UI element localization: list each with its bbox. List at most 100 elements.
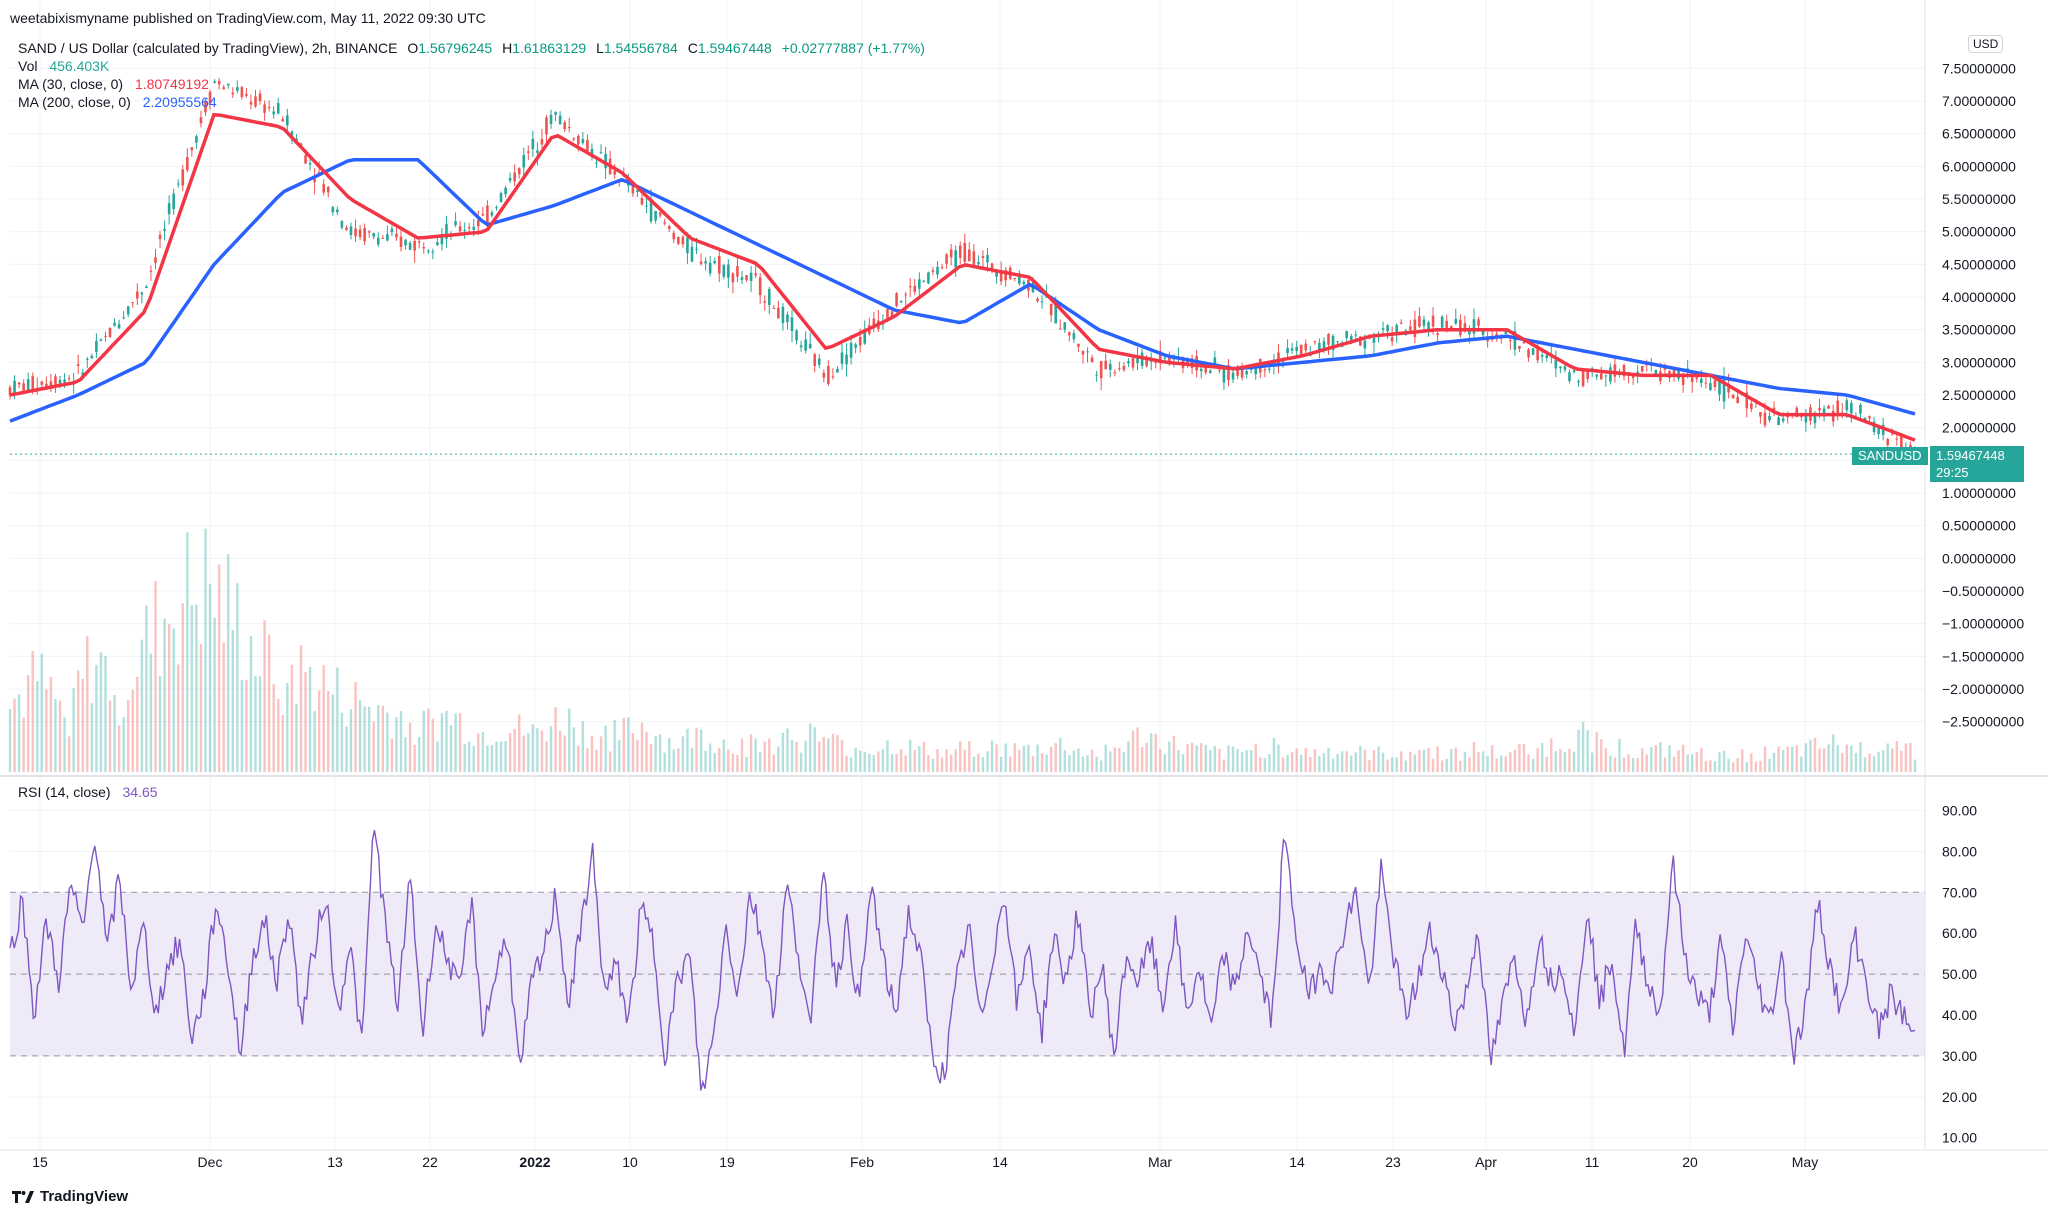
volume-bar — [204, 528, 207, 772]
volume-bar — [772, 754, 776, 772]
candle-body — [349, 226, 353, 235]
price-tick-label: −1.00000000 — [1942, 616, 2024, 632]
volume-bar — [818, 741, 821, 772]
candle-body — [1072, 333, 1076, 340]
volume-bar — [1877, 751, 1880, 772]
volume-bar — [1777, 746, 1780, 772]
candle-body — [845, 354, 848, 365]
volume-bar — [918, 746, 921, 772]
candle-body — [681, 236, 685, 245]
candle-body — [476, 220, 480, 227]
volume-bar — [445, 710, 448, 772]
volume-bar — [454, 713, 457, 772]
volume-bar — [263, 620, 266, 772]
candle-body — [640, 198, 644, 205]
symbol-legend[interactable]: SAND / US Dollar (calculated by TradingV… — [18, 40, 925, 56]
candle-body — [567, 127, 571, 129]
volume-bar — [254, 675, 257, 772]
volume-bar — [1409, 751, 1412, 772]
volume-bar — [731, 753, 735, 772]
volume-bar — [922, 741, 926, 772]
candle-body — [1786, 416, 1789, 418]
volume-bar — [1850, 745, 1853, 772]
volume-bar — [1109, 751, 1112, 772]
ma30-legend[interactable]: MA (30, close, 0) 1.80749192 — [18, 76, 209, 92]
volume-bar — [127, 700, 130, 772]
candle-body — [472, 226, 476, 230]
time-tick-label: Mar — [1148, 1154, 1172, 1170]
candle-body — [1868, 416, 1871, 419]
volume-bar — [1436, 746, 1439, 772]
candle-body — [322, 184, 326, 193]
candle-body — [1750, 403, 1753, 410]
volume-bar — [1331, 758, 1335, 772]
candle-body — [704, 261, 707, 264]
volume-bar — [349, 709, 353, 772]
volume-bar — [67, 736, 71, 772]
volume-legend[interactable]: Vol 456.403K — [18, 58, 109, 74]
volume-bar — [945, 749, 948, 772]
volume-bar — [1590, 752, 1594, 772]
time-tick-label: 14 — [1289, 1154, 1305, 1170]
volume-bar — [1754, 761, 1758, 772]
candle-body — [217, 81, 221, 85]
candle-body — [1581, 371, 1585, 386]
volume-bar — [940, 757, 944, 772]
candle-body — [1231, 372, 1235, 380]
candle-body — [149, 270, 153, 272]
time-axis[interactable]: 15 Dec 13 22 2022 10 19 Feb 14 Mar 14 23 Apr 11 20 May — [32, 1154, 1818, 1170]
candle-body — [1013, 277, 1017, 280]
price-tick-label: 2.50000000 — [1942, 387, 2016, 403]
volume-bar — [804, 740, 807, 772]
rsi-label: RSI (14, close) — [18, 784, 111, 800]
candle-body — [49, 381, 53, 388]
volume-bar — [363, 706, 366, 772]
volume-bar — [890, 754, 894, 772]
candle-body — [1818, 407, 1821, 411]
price-tick-label: 0.00000000 — [1942, 550, 2016, 566]
candle-body — [1386, 325, 1389, 332]
volume-bar — [1463, 751, 1467, 772]
rsi-line — [9, 830, 1916, 1091]
volume-bar — [358, 700, 362, 772]
time-tick-label: 10 — [622, 1154, 638, 1170]
candle-body — [1054, 305, 1058, 324]
ma200-legend[interactable]: MA (200, close, 0) 2.20955564 — [18, 94, 217, 110]
rsi-legend[interactable]: RSI (14, close) 34.65 — [18, 784, 158, 800]
volume-bar — [1204, 744, 1207, 772]
candle-body — [1163, 357, 1167, 359]
candle-body — [1018, 273, 1021, 284]
candle-body — [1099, 361, 1103, 379]
candle-body — [1227, 365, 1230, 381]
currency-button[interactable]: USD — [1968, 35, 2004, 53]
candle-body — [540, 139, 544, 145]
candle-body — [963, 242, 967, 262]
volume-bar — [1736, 758, 1739, 772]
volume-bar — [1900, 750, 1903, 772]
volume-bar — [1336, 753, 1339, 772]
volume-bar — [499, 741, 503, 772]
candle-body — [1145, 357, 1148, 367]
volume-bar — [1718, 752, 1721, 772]
tradingview-logo[interactable]: TradingView — [12, 1188, 128, 1205]
volume-bar — [781, 732, 785, 772]
candle-body — [1713, 380, 1717, 387]
candle-body — [913, 285, 917, 292]
candle-body — [1586, 370, 1589, 379]
candle-body — [663, 222, 667, 224]
time-tick-label: 13 — [327, 1154, 343, 1170]
rsi-axis[interactable]: 90.00 80.00 70.00 60.00 50.00 40.00 30.00 20.00… — [1942, 802, 1977, 1145]
volume-bar — [1518, 744, 1521, 772]
volume-bar — [1163, 754, 1167, 772]
candle-body — [1768, 415, 1771, 421]
volume-bar — [1295, 748, 1298, 772]
candle-body — [481, 214, 485, 216]
candle-body — [749, 272, 753, 281]
volume-bar — [1563, 752, 1567, 772]
price-axis[interactable]: 7.50000000 7.00000000 6.50000000 6.00000000… — [1942, 60, 2024, 729]
volume-bar — [1400, 751, 1403, 772]
volume-bar — [1595, 732, 1598, 772]
candle-body — [713, 260, 717, 264]
candle-body — [1640, 366, 1644, 372]
